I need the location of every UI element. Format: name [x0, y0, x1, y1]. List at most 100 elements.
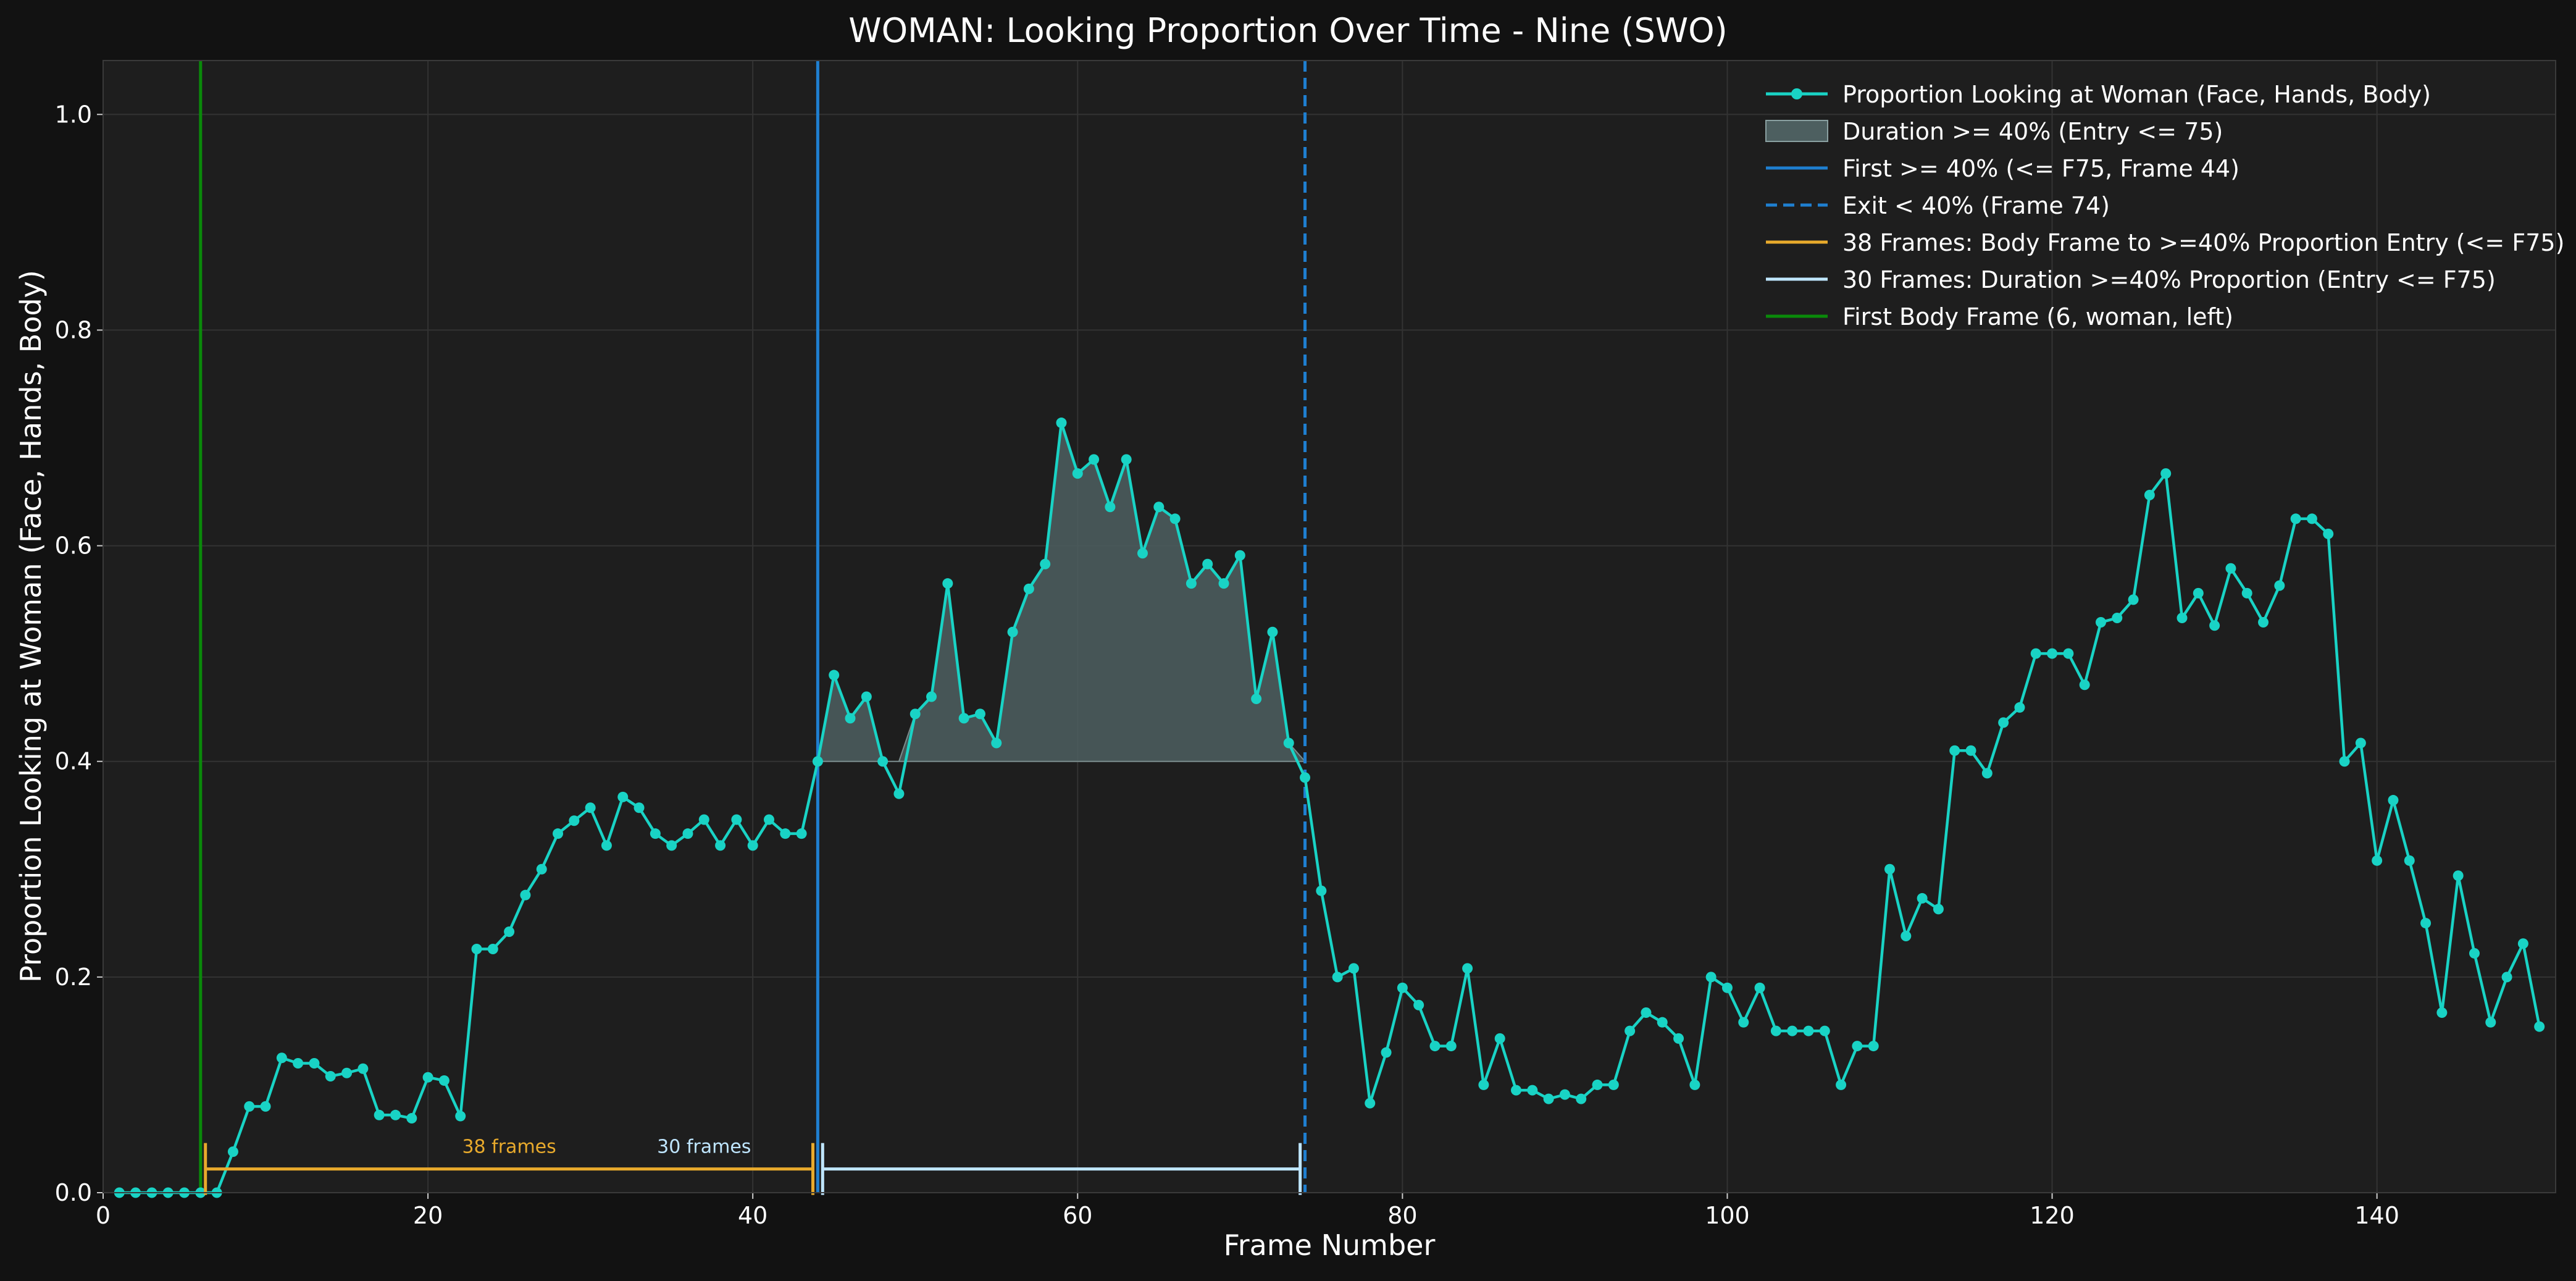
data-point — [1332, 972, 1343, 983]
data-point — [374, 1109, 385, 1120]
data-point — [1267, 626, 1278, 637]
legend-label: Proportion Looking at Woman (Face, Hands… — [1842, 81, 2431, 108]
chart-title: WOMAN: Looking Proportion Over Time - Ni… — [848, 11, 1727, 50]
data-point — [455, 1111, 466, 1122]
data-point — [991, 737, 1002, 749]
data-point — [260, 1101, 271, 1112]
data-point — [293, 1058, 304, 1069]
series-layer — [114, 418, 2545, 1198]
data-point — [358, 1063, 369, 1074]
x-tick-label: 20 — [413, 1202, 443, 1229]
data-point — [1234, 550, 1245, 561]
data-point — [1787, 1025, 1798, 1036]
data-point — [698, 814, 709, 825]
data-point — [812, 756, 823, 767]
data-point — [2501, 972, 2512, 983]
grid — [102, 61, 2556, 1193]
data-point — [1689, 1079, 1700, 1090]
legend-label: First >= 40% (<= F75, Frame 44) — [1842, 155, 2239, 182]
data-point — [1705, 972, 1717, 983]
data-point — [1445, 1041, 1457, 1052]
data-point — [244, 1101, 255, 1112]
data-point — [2453, 870, 2464, 881]
data-point — [682, 828, 693, 839]
data-point — [1007, 626, 1018, 637]
data-point — [1673, 1033, 1684, 1044]
data-point — [2014, 702, 2025, 713]
data-point — [2534, 1021, 2545, 1032]
data-point — [390, 1109, 401, 1120]
data-point — [1462, 963, 1473, 974]
data-point — [438, 1075, 450, 1086]
data-point — [1738, 1017, 1749, 1028]
data-point — [276, 1052, 287, 1064]
data-point — [1625, 1025, 1636, 1036]
data-point — [1852, 1041, 1863, 1052]
data-point — [1608, 1079, 1619, 1090]
data-point — [942, 578, 953, 589]
legend-marker — [1791, 88, 1802, 99]
x-tick-label: 140 — [2354, 1202, 2399, 1229]
data-point — [1251, 693, 1262, 704]
y-axis-label: Proportion Looking at Woman (Face, Hands… — [14, 270, 48, 983]
data-point — [2306, 513, 2317, 524]
y-tick-label: 0.4 — [55, 748, 92, 775]
data-point — [1153, 502, 1165, 513]
data-point — [2388, 795, 2399, 806]
span-label: 38 frames — [462, 1136, 556, 1158]
data-point — [1543, 1093, 1554, 1104]
data-point — [1884, 863, 1896, 875]
data-point — [1397, 982, 1408, 993]
data-point — [2274, 580, 2285, 591]
y-tick-label: 0.8 — [55, 316, 92, 343]
data-point — [1283, 737, 1294, 749]
y-tick-label: 0.0 — [55, 1179, 92, 1206]
data-point — [309, 1058, 320, 1069]
data-point — [2193, 587, 2204, 598]
data-point — [1836, 1079, 1847, 1090]
data-point — [1527, 1085, 1538, 1096]
data-point — [2160, 468, 2172, 479]
data-point — [2323, 528, 2334, 539]
y-tick-label: 1.0 — [55, 101, 92, 128]
data-point — [585, 802, 596, 813]
data-point — [601, 840, 612, 851]
legend: Proportion Looking at Woman (Face, Hands… — [1765, 81, 2564, 330]
vertical-lines — [199, 61, 1307, 1193]
series-line — [119, 421, 2541, 1195]
data-point — [2372, 855, 2383, 866]
data-point — [1770, 1025, 1781, 1036]
data-point — [2047, 648, 2058, 659]
y-tick-label: 0.2 — [55, 964, 92, 991]
data-point — [1901, 931, 1912, 942]
data-point — [1040, 558, 1051, 569]
x-tick-label: 80 — [1387, 1202, 1417, 1229]
data-point — [2225, 563, 2236, 574]
data-point — [341, 1067, 353, 1078]
data-point — [829, 670, 840, 681]
data-point — [1169, 513, 1181, 524]
data-point — [2339, 756, 2350, 767]
data-point — [1429, 1041, 1441, 1052]
data-point — [1056, 418, 1067, 429]
data-point — [1121, 454, 1132, 465]
span-label: 30 frames — [657, 1136, 751, 1158]
data-point — [2404, 855, 2415, 866]
data-point — [227, 1146, 238, 1157]
data-point — [1592, 1079, 1603, 1090]
data-point — [877, 756, 889, 767]
data-point — [2030, 648, 2041, 659]
data-point — [2485, 1017, 2496, 1028]
data-point — [1641, 1007, 1652, 1018]
plot-frame — [102, 60, 2556, 1193]
data-point — [2258, 617, 2269, 628]
data-point — [1137, 548, 1148, 559]
data-point — [504, 926, 515, 938]
data-point — [520, 889, 531, 901]
legend-label: Duration >= 40% (Entry <= 75) — [1842, 118, 2223, 145]
data-point — [731, 814, 742, 825]
data-point — [1089, 454, 1100, 465]
data-point — [2079, 679, 2090, 691]
data-point — [1819, 1025, 1830, 1036]
data-point — [1559, 1089, 1570, 1100]
